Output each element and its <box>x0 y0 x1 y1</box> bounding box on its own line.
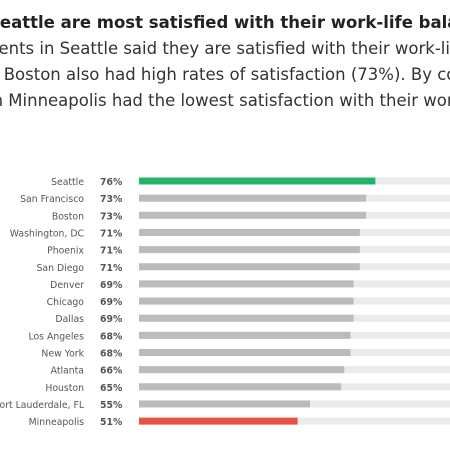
value-label: 69% <box>100 314 123 325</box>
bar <box>139 297 354 305</box>
category-label: Chicago <box>47 297 85 308</box>
category-label: Minneapolis <box>29 417 85 428</box>
intro-paragraph: Seattle are most satisfied with their wo… <box>0 10 450 114</box>
category-label: Los Angeles <box>28 331 84 342</box>
value-label: 68% <box>100 349 123 360</box>
bar <box>139 246 360 254</box>
value-label: 76% <box>100 177 123 188</box>
value-label: 65% <box>100 383 123 394</box>
bar-row: Boston 73% <box>52 211 450 222</box>
bar <box>139 280 354 288</box>
intro-line-1: Seattle are most satisfied with their wo… <box>0 10 450 36</box>
category-label: Seattle <box>51 177 84 188</box>
intro-line-4: in Minneapolis had the lowest satisfacti… <box>0 91 450 110</box>
bar-row: Phoenix 71% <box>47 246 450 257</box>
category-label: Boston <box>52 211 84 222</box>
value-label: 71% <box>100 263 123 274</box>
value-label: 69% <box>100 297 123 308</box>
value-label: 73% <box>100 194 123 205</box>
bar <box>139 211 367 219</box>
value-label: 71% <box>100 246 123 257</box>
bar <box>139 177 376 185</box>
intro-line-2: dents in Seattle said they are satisfied… <box>0 39 450 58</box>
bar-row: Seattle 76% <box>51 177 450 188</box>
bar <box>139 263 360 271</box>
bar <box>139 383 342 391</box>
intro-line-3: d Boston also had high rates of satisfac… <box>0 65 450 84</box>
category-label: Fort Lauderdale, FL <box>0 400 85 411</box>
bar <box>139 194 367 202</box>
bar-row: Minneapolis 51% <box>29 417 450 428</box>
bar-row: Fort Lauderdale, FL 55% <box>0 400 450 411</box>
category-label: Dallas <box>55 314 84 325</box>
category-label: New York <box>41 349 84 360</box>
category-label: San Francisco <box>20 194 84 205</box>
value-label: 69% <box>100 280 123 291</box>
bar-row: Dallas 69% <box>55 314 450 325</box>
bar <box>139 314 354 322</box>
bar-row: Los Angeles 68% <box>28 331 450 342</box>
bar <box>139 228 360 236</box>
bar <box>139 349 351 356</box>
category-label: Houston <box>45 383 84 394</box>
category-label: Atlanta <box>51 366 84 377</box>
bar-row: Washington, DC 71% <box>10 228 450 239</box>
value-label: 71% <box>100 228 123 239</box>
bar <box>139 417 298 425</box>
bar-row: Chicago 69% <box>47 297 450 308</box>
bar-row: San Diego 71% <box>37 263 450 274</box>
bar-row: New York 68% <box>41 349 450 360</box>
category-label: San Diego <box>37 263 85 274</box>
bar-row: San Francisco 73% <box>20 194 450 205</box>
intro-headline: Seattle are most satisfied with their wo… <box>0 13 450 32</box>
value-label: 73% <box>100 211 123 222</box>
value-label: 55% <box>100 400 123 411</box>
bar <box>139 366 345 374</box>
value-label: 66% <box>100 366 123 377</box>
category-label: Washington, DC <box>10 228 84 239</box>
bar <box>139 331 351 339</box>
bar <box>139 400 311 408</box>
bar-row: Houston 65% <box>45 383 450 394</box>
value-label: 51% <box>100 417 123 428</box>
category-label: Phoenix <box>47 246 84 257</box>
bar-row: Denver 69% <box>50 280 450 291</box>
bar-row: Atlanta 66% <box>51 366 450 377</box>
value-label: 68% <box>100 331 123 342</box>
category-label: Denver <box>50 280 84 291</box>
